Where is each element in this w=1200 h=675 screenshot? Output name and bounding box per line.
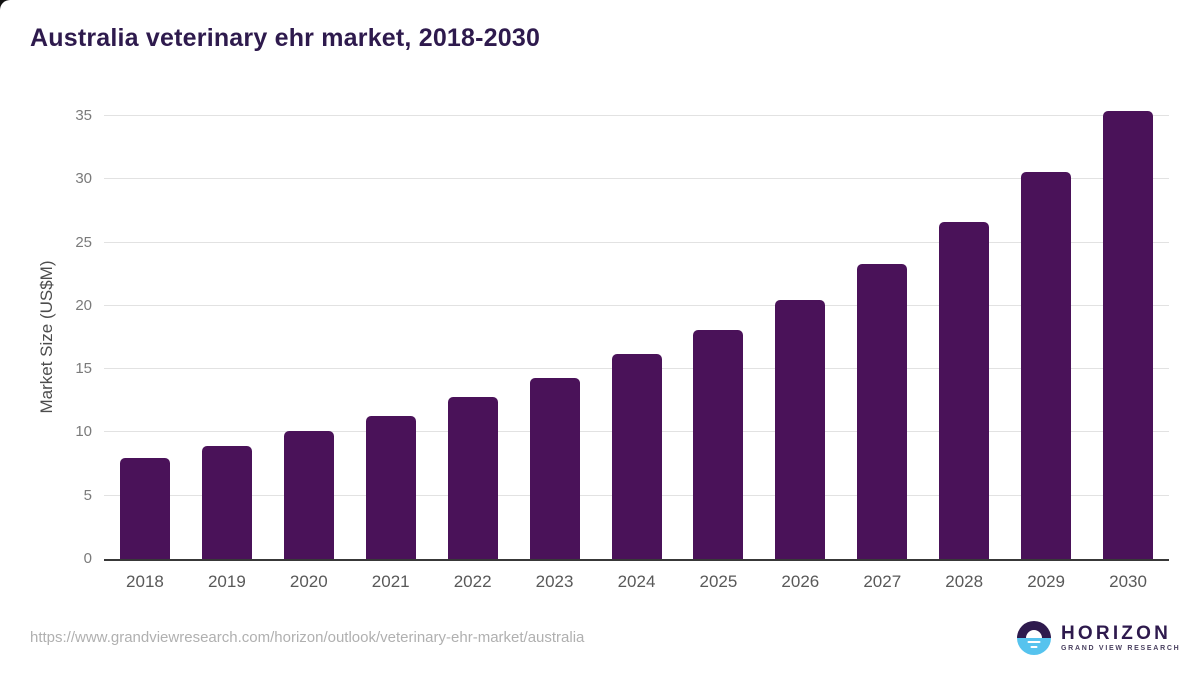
y-tick-label-20: 20	[75, 296, 92, 314]
y-tick-label-25: 25	[75, 233, 92, 251]
y-tick-label-10: 10	[75, 423, 92, 441]
x-tick-label-2019: 2019	[207, 572, 246, 591]
x-tick-label-2025: 2025	[699, 572, 738, 591]
x-tick-label-2026: 2026	[781, 572, 820, 591]
bar-2029	[1021, 171, 1072, 559]
y-tick-label-15: 15	[75, 360, 92, 378]
x-tick-label-2024: 2024	[617, 572, 656, 591]
bar-2021	[365, 415, 416, 559]
x-axis: 2018 2019 2020 2021 2022 2023 2024 2025 2026 2027…	[104, 571, 1169, 599]
gridline-20	[104, 304, 1169, 306]
x-tick-label-2018: 2018	[126, 572, 164, 591]
logo-brand: HORIZON	[1061, 623, 1172, 644]
x-tick-label-2022: 2022	[453, 572, 492, 591]
chart-title: Australia veterinary ehr market, 2018-20…	[30, 24, 541, 52]
gridline-35	[104, 115, 1169, 116]
logo-tagline: GRAND VIEW RESEARCH	[1061, 645, 1181, 652]
bar-2028	[939, 222, 990, 559]
x-tick-label-2030: 2030	[1109, 572, 1147, 591]
bar-2020	[283, 431, 334, 559]
bar-2025	[693, 329, 744, 559]
bar-2030	[1103, 110, 1154, 559]
x-tick-label-2021: 2021	[371, 572, 410, 591]
y-tick-label-35: 35	[75, 107, 92, 124]
x-tick-label-2028: 2028	[945, 572, 984, 591]
y-axis: 0 5 10 15 20 25 30 35	[40, 107, 92, 567]
x-tick-label-2029: 2029	[1027, 572, 1066, 591]
horizon-sun-icon	[1017, 621, 1051, 655]
plot-area	[104, 110, 1169, 561]
gridline-30	[104, 178, 1169, 180]
bar-2019	[201, 446, 252, 559]
logo-text: HORIZON GRAND VIEW RESEARCH	[1061, 623, 1181, 653]
gridline-25	[104, 241, 1169, 243]
y-tick-label-0: 0	[83, 550, 92, 567]
corner-mask	[0, 0, 10, 10]
x-tick-label-2023: 2023	[535, 572, 574, 591]
y-tick-label-5: 5	[83, 486, 92, 504]
bar-2022	[447, 397, 498, 559]
x-tick-label-2020: 2020	[289, 572, 328, 591]
bar-2018	[119, 457, 170, 559]
bar-2024	[611, 353, 662, 559]
horizon-logo: HORIZON GRAND VIEW RESEARCH	[1017, 621, 1180, 655]
source-url: https://www.grandviewresearch.com/horizo…	[30, 629, 585, 646]
y-tick-label-30: 30	[75, 170, 92, 188]
bar-2026	[775, 299, 826, 559]
bar-2027	[857, 264, 908, 559]
ripple-icon	[1027, 640, 1041, 644]
sun-icon	[1026, 630, 1042, 638]
bar-2023	[529, 378, 580, 559]
x-tick-label-2027: 2027	[863, 572, 902, 591]
ripple-icon	[1030, 645, 1038, 648]
